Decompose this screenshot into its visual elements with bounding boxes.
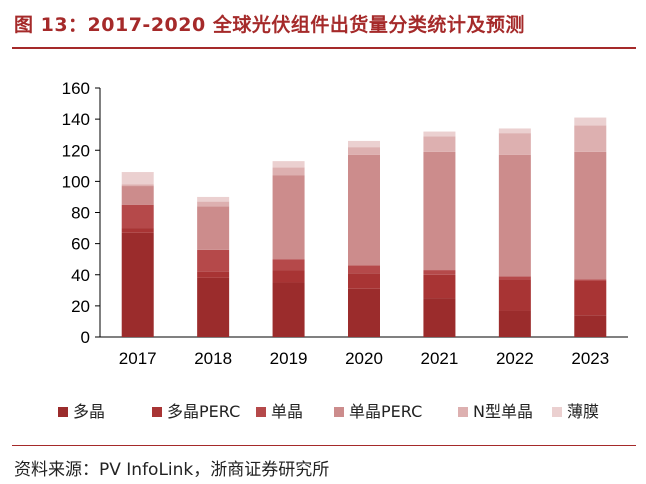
bar-segment <box>348 265 380 274</box>
bar-segment <box>423 131 456 137</box>
bar-segment <box>121 228 154 233</box>
y-tick-label: 160 <box>62 79 90 98</box>
bar-segment <box>498 276 531 280</box>
title-divider <box>12 47 636 49</box>
bar-segment <box>574 151 607 280</box>
chart-title: 图 13：2017-2020 全球光伏组件出货量分类统计及预测 <box>14 14 525 36</box>
bar-segment <box>197 277 230 337</box>
bar-chart: 0 20 40 60 80 100 120 140 160 2017 2018 2019 2020 202… <box>58 79 628 421</box>
legend-swatch <box>58 407 68 417</box>
bar-segment <box>197 249 230 272</box>
y-tick-label: 20 <box>71 297 90 316</box>
bar-segment <box>348 147 380 155</box>
legend-label: 单晶 <box>271 402 303 421</box>
bar-segment <box>197 271 230 278</box>
bar-segment <box>272 161 305 168</box>
bar-segment <box>272 282 305 337</box>
bar-segment <box>121 186 154 205</box>
x-tick-label: 2020 <box>345 349 383 368</box>
legend-label: 薄膜 <box>567 402 599 421</box>
legend-label: 多晶PERC <box>167 402 240 421</box>
legend-swatch <box>334 407 344 417</box>
y-tick-label: 100 <box>62 172 90 191</box>
bar-segment <box>498 310 531 337</box>
x-tick-label: 2021 <box>421 349 459 368</box>
bar-segment <box>423 298 456 337</box>
x-tick-label: 2023 <box>571 349 609 368</box>
y-tick-label: 40 <box>71 266 90 285</box>
x-tick-label: 2018 <box>194 349 232 368</box>
bar-segment <box>272 270 305 283</box>
y-tick-label: 120 <box>62 141 90 160</box>
bar-segment <box>574 279 607 281</box>
bar-segment <box>498 133 531 155</box>
bar-segment <box>574 117 607 126</box>
bar-segment <box>348 273 380 289</box>
bar-segment <box>423 270 456 275</box>
bar-segment <box>574 315 607 337</box>
y-tick-label: 60 <box>71 235 90 254</box>
bar-segment <box>272 259 305 271</box>
bar-segment <box>121 172 154 185</box>
bar-segment <box>121 184 154 187</box>
legend-swatch <box>256 407 266 417</box>
bar-segment <box>121 204 154 229</box>
source-note: 资料来源：PV InfoLink，浙商证券研究所 <box>14 460 330 480</box>
y-tick-label: 80 <box>71 204 90 223</box>
bar-segment <box>272 175 305 260</box>
bar-segment <box>197 206 230 250</box>
bars-layer <box>121 117 607 337</box>
legend-label: 多晶 <box>73 402 105 421</box>
legend-layer: 多晶 多晶PERC 单晶 单晶PERC N型单晶 薄膜 <box>58 402 599 421</box>
bar-segment <box>423 136 456 152</box>
y-tick-label: 0 <box>81 328 90 347</box>
bar-segment <box>574 280 607 316</box>
bar-segment <box>498 128 531 134</box>
x-tick-label: 2017 <box>119 349 157 368</box>
x-tick-label: 2019 <box>270 349 308 368</box>
x-tick-label: 2022 <box>496 349 534 368</box>
bar-segment <box>423 151 456 271</box>
legend-swatch <box>152 407 162 417</box>
bar-segment <box>121 232 154 337</box>
axis-layer: 0 20 40 60 80 100 120 140 160 2017 2018 2019 2020 202… <box>62 79 628 368</box>
bar-segment <box>498 154 531 277</box>
bar-segment <box>197 196 230 202</box>
legend-label: 单晶PERC <box>349 402 422 421</box>
bar-segment <box>348 140 380 148</box>
bar-segment <box>197 201 230 207</box>
bar-segment <box>272 167 305 176</box>
bar-segment <box>498 279 531 311</box>
y-tick-label: 140 <box>62 110 90 129</box>
legend-swatch <box>552 407 562 417</box>
legend-swatch <box>458 407 468 417</box>
source-divider <box>12 445 636 446</box>
legend-label: N型单晶 <box>473 402 533 421</box>
bar-segment <box>574 125 607 152</box>
bar-segment <box>423 274 456 299</box>
bar-segment <box>348 288 380 337</box>
bar-segment <box>348 154 380 266</box>
